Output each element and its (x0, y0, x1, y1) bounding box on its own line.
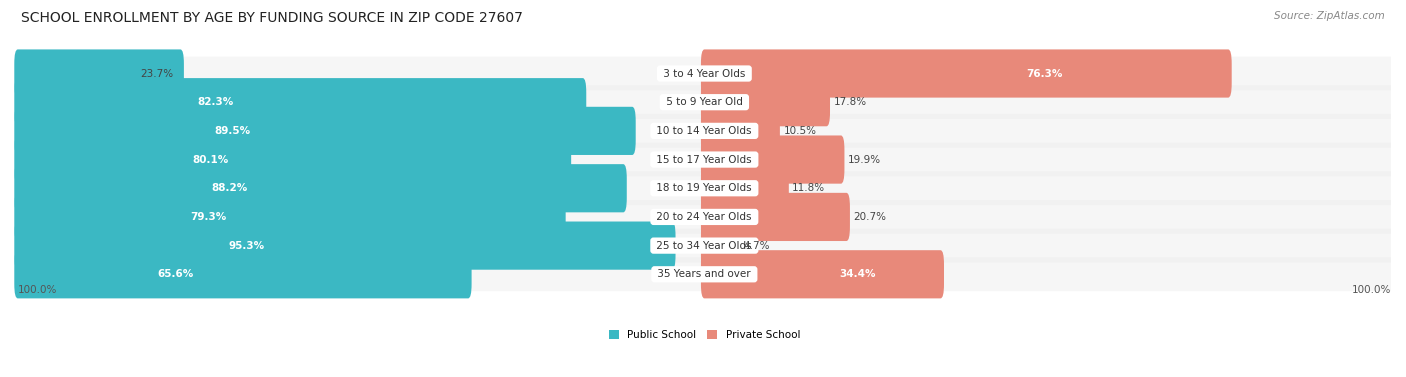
FancyBboxPatch shape (14, 135, 571, 184)
FancyBboxPatch shape (702, 250, 943, 298)
Text: 20.7%: 20.7% (853, 212, 886, 222)
FancyBboxPatch shape (14, 193, 565, 241)
FancyBboxPatch shape (702, 164, 789, 212)
FancyBboxPatch shape (17, 57, 1392, 90)
Text: 76.3%: 76.3% (1026, 69, 1063, 78)
FancyBboxPatch shape (702, 49, 1232, 98)
FancyBboxPatch shape (702, 193, 851, 241)
Text: 82.3%: 82.3% (197, 97, 233, 107)
FancyBboxPatch shape (17, 143, 1392, 176)
FancyBboxPatch shape (14, 49, 184, 98)
Text: 65.6%: 65.6% (157, 269, 194, 279)
Text: 15 to 17 Year Olds: 15 to 17 Year Olds (654, 155, 755, 165)
Text: 100.0%: 100.0% (1351, 285, 1391, 295)
FancyBboxPatch shape (17, 257, 1392, 291)
FancyBboxPatch shape (702, 107, 780, 155)
Text: 17.8%: 17.8% (834, 97, 866, 107)
FancyBboxPatch shape (17, 171, 1392, 205)
FancyBboxPatch shape (14, 164, 627, 212)
FancyBboxPatch shape (14, 250, 471, 298)
FancyBboxPatch shape (702, 78, 830, 126)
Legend: Public School, Private School: Public School, Private School (605, 326, 804, 344)
Text: 10 to 14 Year Olds: 10 to 14 Year Olds (654, 126, 755, 136)
FancyBboxPatch shape (14, 107, 636, 155)
Text: 88.2%: 88.2% (211, 183, 247, 193)
Text: 11.8%: 11.8% (792, 183, 825, 193)
Text: 79.3%: 79.3% (190, 212, 226, 222)
Text: 34.4%: 34.4% (839, 269, 876, 279)
Text: 23.7%: 23.7% (141, 69, 173, 78)
FancyBboxPatch shape (702, 222, 740, 270)
FancyBboxPatch shape (17, 114, 1392, 148)
FancyBboxPatch shape (702, 135, 845, 184)
Text: 35 Years and over: 35 Years and over (654, 269, 754, 279)
FancyBboxPatch shape (17, 85, 1392, 119)
Text: Source: ZipAtlas.com: Source: ZipAtlas.com (1274, 11, 1385, 21)
Text: SCHOOL ENROLLMENT BY AGE BY FUNDING SOURCE IN ZIP CODE 27607: SCHOOL ENROLLMENT BY AGE BY FUNDING SOUR… (21, 11, 523, 25)
Text: 18 to 19 Year Olds: 18 to 19 Year Olds (654, 183, 755, 193)
Text: 3 to 4 Year Olds: 3 to 4 Year Olds (659, 69, 748, 78)
Text: 95.3%: 95.3% (229, 241, 264, 251)
Text: 100.0%: 100.0% (18, 285, 58, 295)
Text: 20 to 24 Year Olds: 20 to 24 Year Olds (654, 212, 755, 222)
Text: 89.5%: 89.5% (215, 126, 250, 136)
Text: 5 to 9 Year Old: 5 to 9 Year Old (662, 97, 747, 107)
Text: 25 to 34 Year Olds: 25 to 34 Year Olds (654, 241, 755, 251)
Text: 10.5%: 10.5% (783, 126, 817, 136)
Text: 19.9%: 19.9% (848, 155, 882, 165)
FancyBboxPatch shape (17, 200, 1392, 234)
Text: 80.1%: 80.1% (193, 155, 228, 165)
Text: 4.7%: 4.7% (744, 241, 770, 251)
FancyBboxPatch shape (14, 222, 675, 270)
FancyBboxPatch shape (14, 78, 586, 126)
FancyBboxPatch shape (17, 229, 1392, 262)
